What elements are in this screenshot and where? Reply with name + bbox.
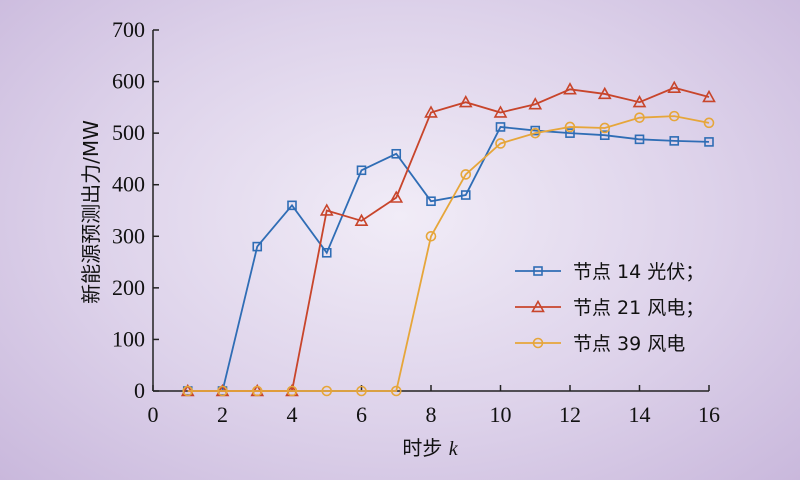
x-tick-label: 14 xyxy=(629,402,651,427)
x-axis-title-text: 时步 xyxy=(402,436,448,460)
data-point xyxy=(286,385,298,397)
data-point xyxy=(704,137,714,147)
data-point xyxy=(634,134,645,145)
data-point xyxy=(564,121,576,133)
data-point xyxy=(319,203,334,216)
y-tick-label: 0 xyxy=(134,378,145,403)
data-point xyxy=(599,122,611,134)
data-point xyxy=(495,122,506,132)
data-point xyxy=(424,105,438,118)
series-line xyxy=(187,115,710,392)
y-tick-label: 600 xyxy=(112,69,145,94)
x-ticks: 0 2 4 6 8 10 12 14 16 xyxy=(148,385,720,427)
series-3 xyxy=(182,110,715,397)
y-tick-label: 700 xyxy=(112,17,145,42)
x-tick-label: 0 xyxy=(148,402,159,427)
x-tick-label: 16 xyxy=(698,402,720,427)
data-point xyxy=(529,127,541,139)
legend-marker xyxy=(531,299,545,313)
legend-label: 节点 14 光伏； xyxy=(573,261,704,283)
data-point xyxy=(563,82,577,95)
data-point xyxy=(669,136,680,146)
y-tick-label: 300 xyxy=(112,223,145,248)
y-tick-label: 400 xyxy=(112,172,145,197)
data-point xyxy=(702,89,716,103)
data-point xyxy=(356,165,367,176)
legend-item: 节点 21 风电； xyxy=(515,297,704,319)
legend-label: 节点 21 风电； xyxy=(573,297,704,319)
data-point xyxy=(389,190,404,203)
data-point xyxy=(565,128,575,138)
legend: 节点 14 光伏； 节点 21 风电； 节点 39 风电 xyxy=(515,261,704,355)
data-point xyxy=(599,130,610,141)
data-point xyxy=(354,213,369,227)
data-point xyxy=(251,385,263,397)
data-point xyxy=(390,385,402,397)
data-point xyxy=(493,105,508,118)
x-tick-label: 6 xyxy=(356,402,367,427)
data-point xyxy=(632,95,647,108)
x-tick-label: 4 xyxy=(287,402,298,427)
series-line xyxy=(187,125,710,392)
x-tick-label: 2 xyxy=(217,402,228,427)
data-point xyxy=(391,148,402,159)
data-point xyxy=(597,86,612,100)
data-point xyxy=(703,117,715,129)
data-point xyxy=(528,97,543,110)
data-point xyxy=(667,80,682,93)
legend-label: 节点 39 风电 xyxy=(573,333,685,355)
data-point xyxy=(460,169,472,180)
x-axis-title: 时步 k xyxy=(402,436,458,460)
x-tick-label: 12 xyxy=(559,402,581,427)
data-point xyxy=(252,241,263,252)
series-layer xyxy=(180,80,716,397)
data-point xyxy=(321,247,332,258)
data-point xyxy=(668,110,680,122)
x-axis-title-variable: k xyxy=(449,438,459,460)
data-point xyxy=(182,385,194,397)
y-tick-label: 100 xyxy=(112,326,145,351)
data-point xyxy=(634,112,645,123)
data-point xyxy=(425,230,437,242)
y-tick-label: 500 xyxy=(112,120,145,145)
data-point xyxy=(356,385,367,397)
x-tick-label: 8 xyxy=(426,402,437,427)
x-tick-label: 10 xyxy=(490,402,512,427)
data-point xyxy=(458,95,473,108)
data-point xyxy=(287,200,297,211)
data-point xyxy=(217,385,228,397)
legend-marker xyxy=(533,266,543,276)
legend-item: 节点 39 风电 xyxy=(515,333,685,355)
data-point xyxy=(426,196,436,207)
legend-item: 节点 14 光伏； xyxy=(515,261,704,283)
y-tick-label: 200 xyxy=(112,275,145,300)
y-ticks: 0 100 200 300 400 500 600 700 xyxy=(112,17,159,403)
data-point xyxy=(460,190,471,200)
y-axis-title: 新能源预测出力/MW xyxy=(79,120,103,304)
data-point xyxy=(321,385,333,397)
data-point xyxy=(495,138,506,149)
legend-marker xyxy=(532,337,544,349)
